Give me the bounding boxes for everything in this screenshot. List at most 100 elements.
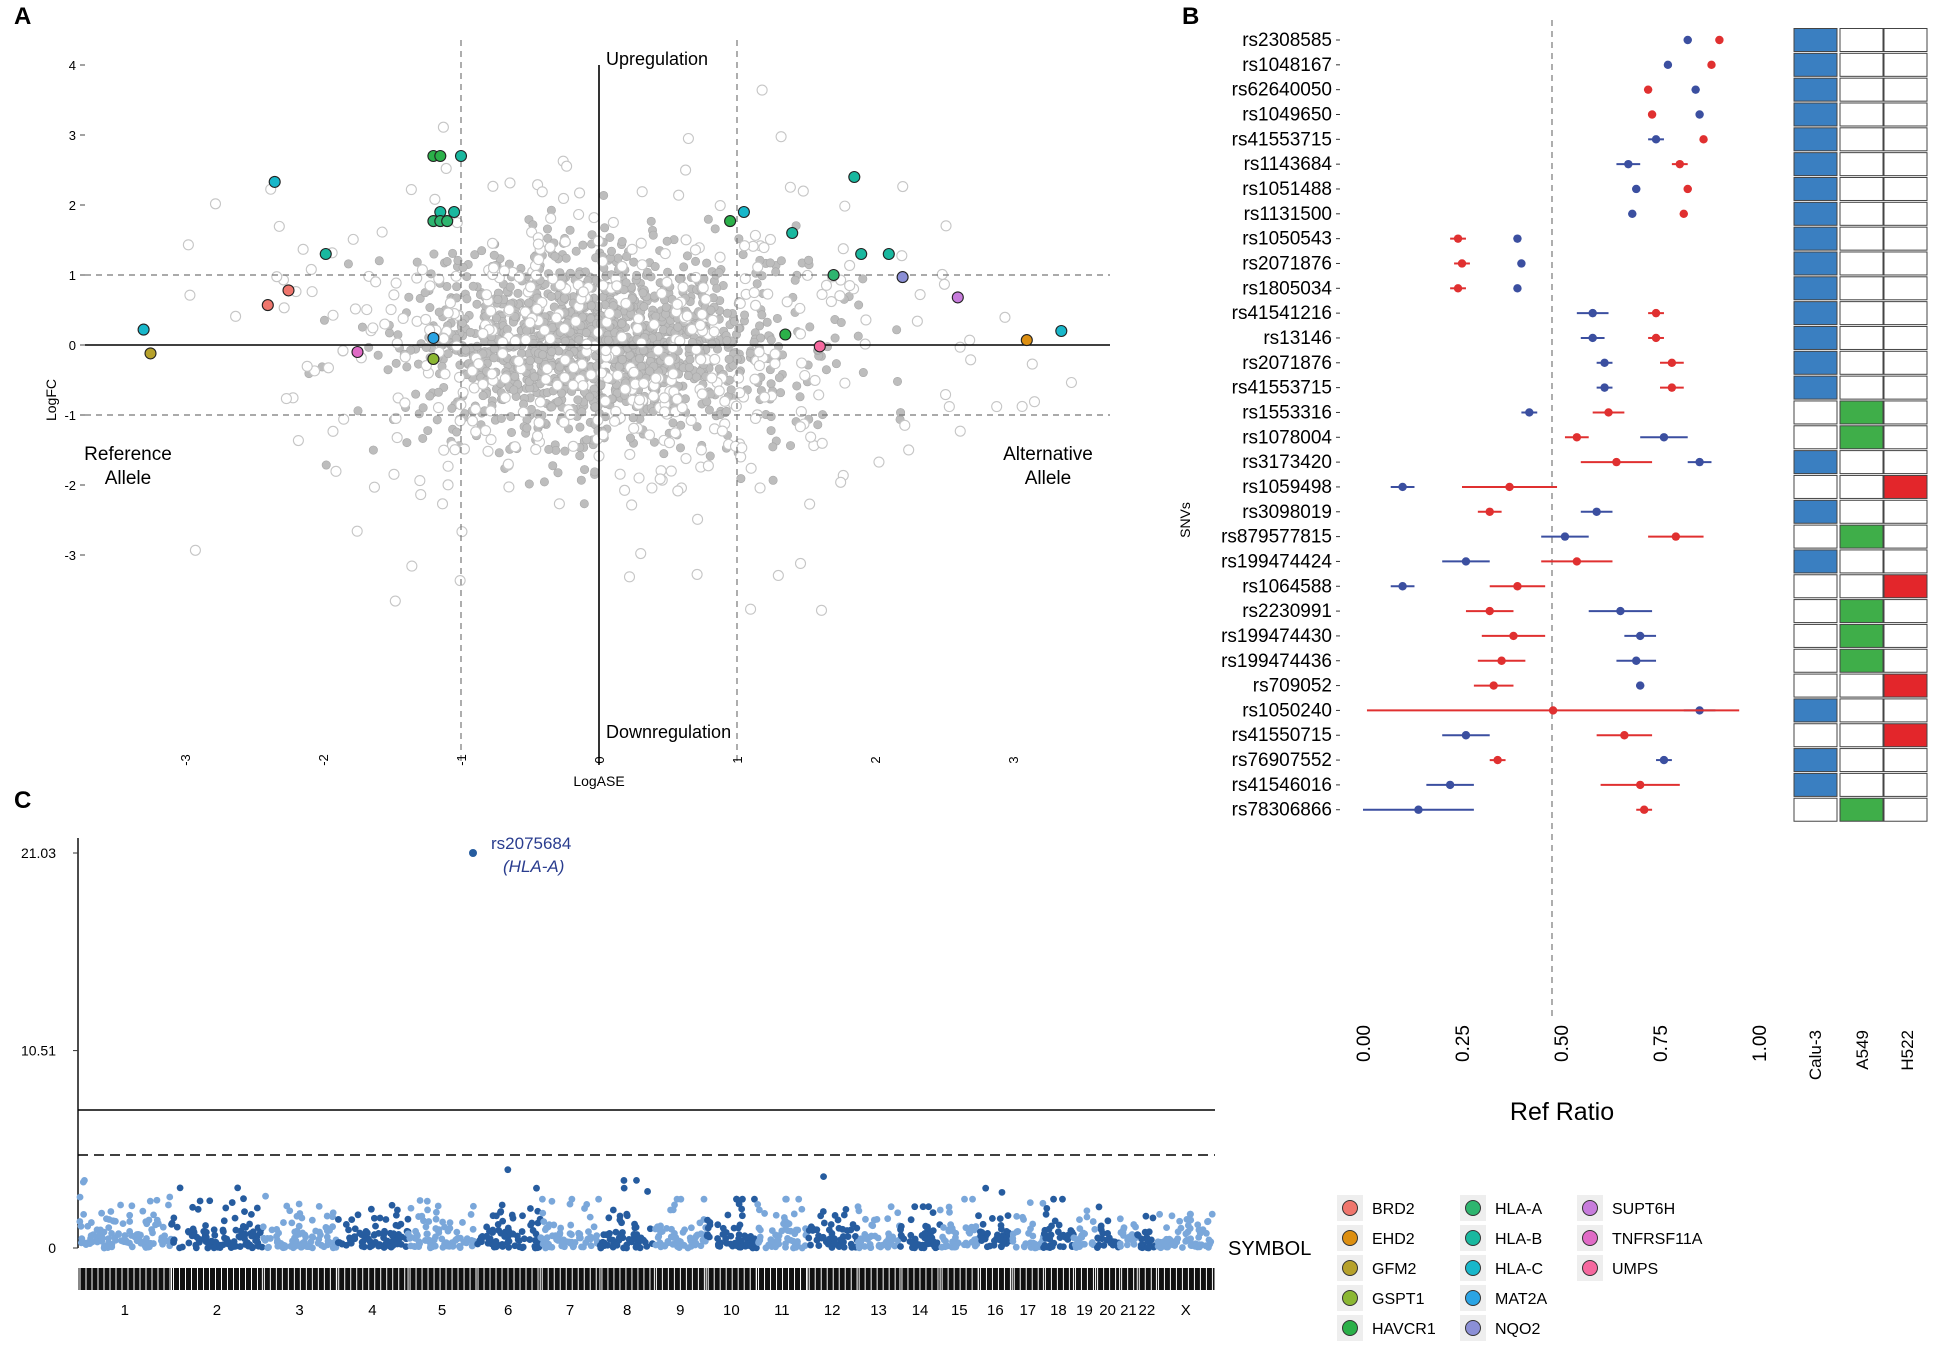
panel-label-c: C xyxy=(14,787,31,814)
snp-point-chr1 xyxy=(122,1237,130,1245)
snv-label: rs1805034 xyxy=(1242,278,1332,299)
background-point xyxy=(405,183,417,196)
background-point xyxy=(638,377,650,389)
blue-point xyxy=(1691,85,1700,94)
cell-h522-empty xyxy=(1883,301,1928,326)
chromosome-label: 6 xyxy=(504,1302,512,1319)
snv-label: rs1048167 xyxy=(1242,55,1332,76)
snp-point-chr15 xyxy=(961,1195,968,1203)
snp-point-chr11 xyxy=(782,1195,790,1203)
snp-point-chr10 xyxy=(714,1242,722,1250)
background-point xyxy=(499,372,511,385)
snp-point-chr2 xyxy=(239,1222,247,1230)
background-point xyxy=(663,355,675,367)
snp-point-chr19 xyxy=(1091,1225,1099,1233)
background-point xyxy=(794,302,806,314)
background-point xyxy=(273,220,285,232)
snp-point-chr7 xyxy=(544,1242,552,1250)
snp-point-chr14 xyxy=(923,1240,931,1248)
snp-point-chr5 xyxy=(469,1225,477,1233)
snp-point-chr13 xyxy=(884,1215,892,1223)
background-point xyxy=(544,241,556,253)
red-point xyxy=(1671,532,1681,541)
chromosome-label: 22 xyxy=(1139,1302,1156,1319)
density-block-chr8 xyxy=(600,1268,654,1290)
cell-calu-3-empty xyxy=(1793,723,1838,748)
cell-calu-3-empty xyxy=(1793,474,1838,499)
snp-point-chr6 xyxy=(477,1233,485,1241)
snp-point-chr1 xyxy=(112,1236,119,1244)
snp-point-chr4 xyxy=(393,1206,401,1214)
background-point xyxy=(454,574,466,587)
snp-point-chrX xyxy=(1168,1212,1176,1220)
cell-h522-filled xyxy=(1883,673,1928,698)
snp-point-chr5 xyxy=(434,1227,442,1234)
snp-point-chr8 xyxy=(633,1176,640,1184)
snv-label: rs2071876 xyxy=(1242,353,1332,374)
legend-label: SUPT6H xyxy=(1612,1201,1675,1218)
snp-point-chr1 xyxy=(165,1201,172,1209)
cell-a549-empty xyxy=(1839,574,1884,599)
snp-point-chr15 xyxy=(954,1239,962,1247)
cell-calu-3-filled xyxy=(1793,251,1838,276)
cell-h522-empty xyxy=(1883,648,1928,673)
highlight-point-hla-c xyxy=(268,175,281,188)
snp-point-chr8 xyxy=(606,1235,614,1243)
snp-point-chrX xyxy=(1202,1242,1210,1250)
background-point xyxy=(297,243,309,255)
background-point xyxy=(792,381,802,391)
background-point xyxy=(462,294,472,304)
snp-point-chr19 xyxy=(1076,1216,1083,1224)
background-point xyxy=(367,322,379,334)
cell-a549-empty xyxy=(1839,350,1884,375)
cell-h522-empty xyxy=(1883,201,1928,226)
snp-point-chr2 xyxy=(188,1232,196,1240)
background-point xyxy=(522,423,532,433)
snv-label: rs62640050 xyxy=(1232,80,1332,101)
background-point xyxy=(456,526,468,538)
x-tick-label: 2 xyxy=(868,756,883,763)
background-point xyxy=(680,234,692,246)
background-point xyxy=(477,378,489,390)
legend-key-brd2 xyxy=(1342,1200,1358,1216)
background-point xyxy=(489,353,499,363)
blue-point xyxy=(1600,383,1609,392)
cell-h522-empty xyxy=(1883,623,1928,648)
snp-point-chr1 xyxy=(105,1216,113,1223)
cell-h522-empty xyxy=(1883,251,1928,276)
background-point xyxy=(503,481,515,493)
highlight-point-hla-b xyxy=(454,149,468,163)
background-point xyxy=(705,451,715,461)
background-point xyxy=(965,354,977,366)
snp-point-chr6 xyxy=(499,1243,507,1250)
cell-calu-3-filled xyxy=(1793,102,1838,127)
snp-point-chr5 xyxy=(404,1230,412,1238)
snp-point-chr18 xyxy=(1040,1244,1048,1252)
chromosome-label: 12 xyxy=(824,1302,841,1319)
background-point xyxy=(565,268,575,278)
background-point xyxy=(520,334,532,346)
snp-point-chr7 xyxy=(578,1243,585,1251)
snp-point-chr13 xyxy=(862,1234,869,1242)
snp-point-chr13 xyxy=(875,1242,883,1250)
background-point xyxy=(505,282,515,292)
cell-calu-3-empty xyxy=(1793,797,1838,822)
snp-point-chr5 xyxy=(469,1202,477,1210)
background-point xyxy=(547,347,557,357)
snp-point-chr1 xyxy=(82,1241,90,1249)
chromosome-label: 5 xyxy=(438,1302,446,1319)
background-point xyxy=(652,344,664,356)
background-point xyxy=(370,276,382,288)
background-point xyxy=(750,299,762,311)
background-point xyxy=(617,319,627,329)
snp-point-chr2 xyxy=(196,1197,204,1205)
cell-a549-empty xyxy=(1839,152,1884,177)
red-point xyxy=(1453,284,1463,293)
background-point xyxy=(661,276,673,288)
cell-calu-3-empty xyxy=(1793,524,1838,549)
manhattan-right-label: SYMBOL xyxy=(1228,1238,1311,1260)
legend-key-havcr1 xyxy=(1342,1320,1358,1336)
blue-point xyxy=(1695,110,1704,119)
snp-point-chr2 xyxy=(241,1208,248,1216)
